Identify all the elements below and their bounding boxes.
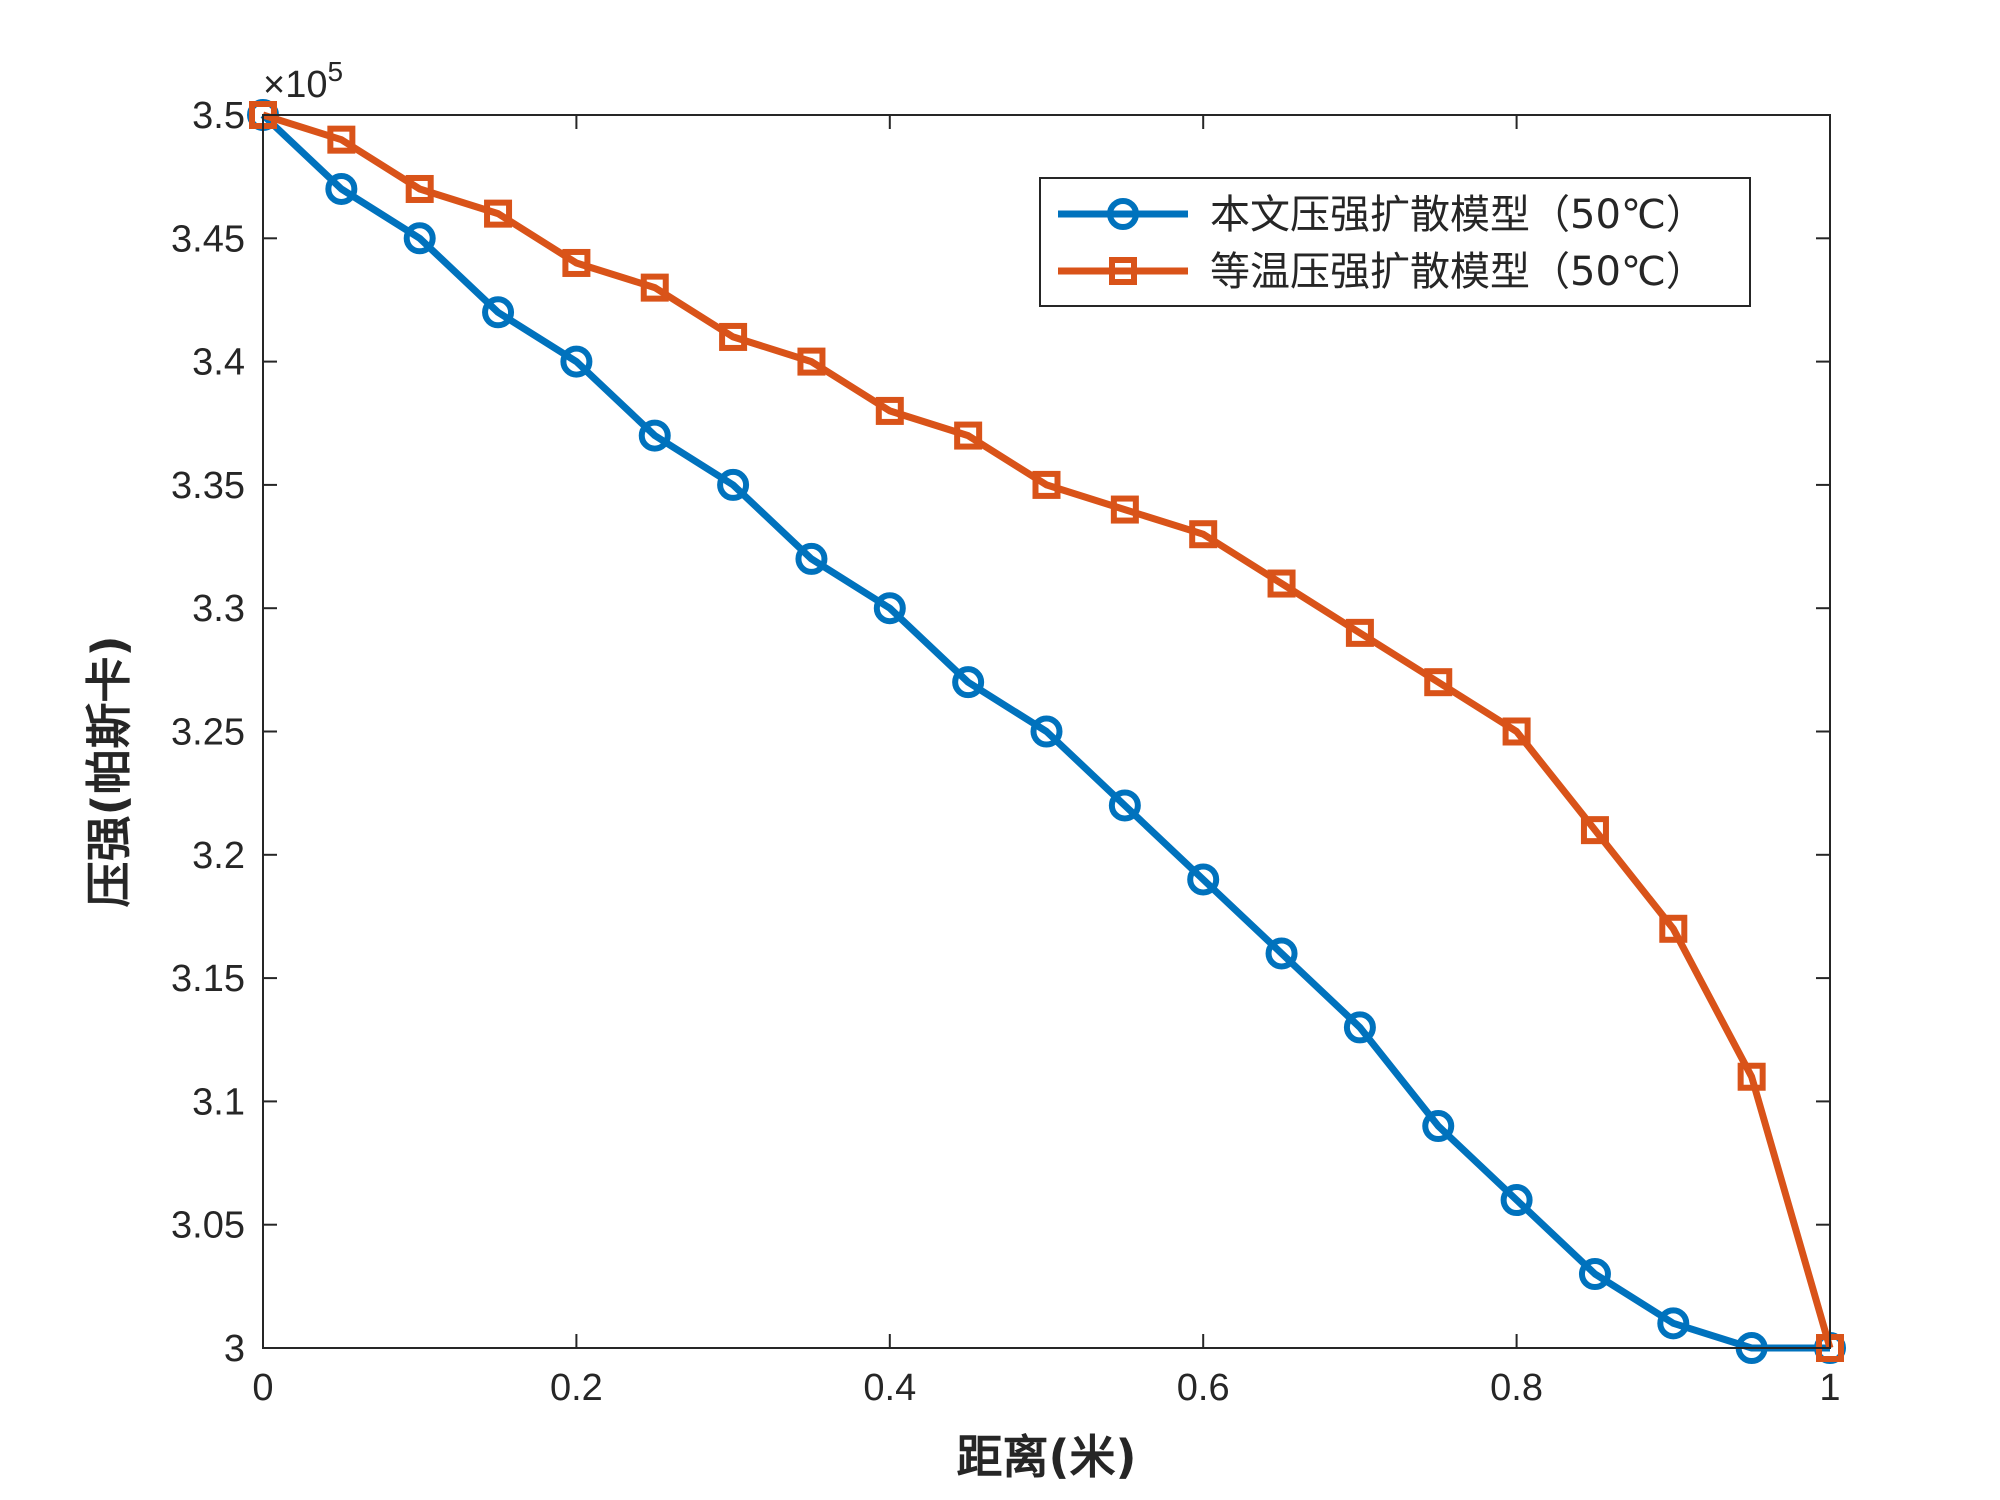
- series-1-line: [260, 112, 1830, 1352]
- series-group: [247, 99, 1846, 1364]
- series-2-point: [1424, 668, 1453, 697]
- series-2-point: [1267, 569, 1296, 598]
- legend-swatch-marker: [1107, 198, 1139, 230]
- series-1-point: [1187, 863, 1220, 896]
- y-tick-label: 3.4: [192, 342, 245, 384]
- y-tick-label: 3.2: [192, 835, 245, 877]
- x-tick-label: 0.2: [550, 1367, 603, 1409]
- legend-item: 本文压强扩散模型（50℃）: [1058, 192, 1706, 238]
- series-1-point: [482, 296, 515, 329]
- legend-swatch-marker: [1109, 257, 1137, 285]
- y-tick-label: 3.45: [171, 218, 245, 260]
- series-2-point: [1345, 618, 1374, 647]
- series-1-point: [1500, 1184, 1533, 1217]
- series-1-point: [795, 542, 828, 575]
- series-2-point: [1659, 914, 1688, 943]
- y-tick-label: 3.25: [171, 712, 245, 754]
- series-2-point: [1502, 717, 1531, 746]
- x-tick-label: 0: [252, 1367, 273, 1409]
- series-2-point: [484, 199, 513, 228]
- series-2-point: [719, 322, 748, 351]
- y-tick-label: 3.15: [171, 958, 245, 1000]
- y-multiplier-base: ×10: [263, 64, 327, 106]
- series-2: [249, 101, 1844, 1362]
- x-tick-label: 0.8: [1490, 1367, 1543, 1409]
- series-2-point: [640, 273, 669, 302]
- series-2-point: [954, 421, 983, 450]
- legend-item: 等温压强扩散模型（50℃）: [1058, 249, 1706, 295]
- series-2-point: [1580, 816, 1609, 845]
- series-2-point: [1189, 520, 1218, 549]
- series-2-point: [1110, 495, 1139, 524]
- y-tick-label: 3.5: [192, 95, 245, 137]
- series-1-point: [1030, 715, 1063, 748]
- series-2-point: [1032, 470, 1061, 499]
- y-multiplier-exponent: 5: [327, 56, 343, 87]
- legend-label: 本文压强扩散模型（50℃）: [1210, 192, 1706, 238]
- series-1-point: [403, 222, 436, 255]
- series-2-point: [797, 347, 826, 376]
- y-tick-label: 3.05: [171, 1205, 245, 1247]
- x-tick-label: 1: [1819, 1367, 1840, 1409]
- y-axis-multiplier: ×105: [263, 56, 343, 106]
- series-1-point: [1343, 1011, 1376, 1044]
- series-1-point: [1108, 789, 1141, 822]
- series-1-point: [952, 666, 985, 699]
- series-2-point: [1737, 1062, 1766, 1091]
- series-1-point: [560, 345, 593, 378]
- legend: 本文压强扩散模型（50℃） 等温压强扩散模型（50℃）: [1039, 177, 1751, 307]
- series-1-point: [1578, 1258, 1611, 1291]
- series-1-point: [325, 172, 358, 205]
- series-2-line: [261, 111, 1834, 1349]
- series-1-point: [1422, 1110, 1455, 1143]
- x-tick-label: 0.6: [1177, 1367, 1230, 1409]
- y-axis-label: 压强(帕斯卡): [82, 635, 136, 907]
- y-tick-label: 3.35: [171, 465, 245, 507]
- y-tick-label: 3.1: [192, 1081, 245, 1123]
- series-1-point: [1265, 937, 1298, 970]
- x-axis-label: 距离(米): [956, 1430, 1136, 1484]
- legend-label: 等温压强扩散模型（50℃）: [1210, 249, 1706, 295]
- ticks-group: 0 0.2 0.4 0.6 0.8 1 3 3.05 3.1 3.15 3.2 3.25 3.3 3.35…: [171, 95, 1841, 1409]
- series-2-point: [875, 396, 904, 425]
- series-1-point: [638, 419, 671, 452]
- legend-box: [1039, 177, 1751, 307]
- series-2-point: [327, 125, 356, 154]
- series-1-point: [1657, 1307, 1690, 1340]
- y-tick-label: 3: [224, 1328, 245, 1370]
- series-2-point: [562, 248, 591, 277]
- x-tick-label: 0.4: [863, 1367, 916, 1409]
- series-2-point: [405, 174, 434, 203]
- series-1-point: [717, 468, 750, 501]
- series-1-point: [873, 592, 906, 625]
- y-tick-label: 3.3: [192, 588, 245, 630]
